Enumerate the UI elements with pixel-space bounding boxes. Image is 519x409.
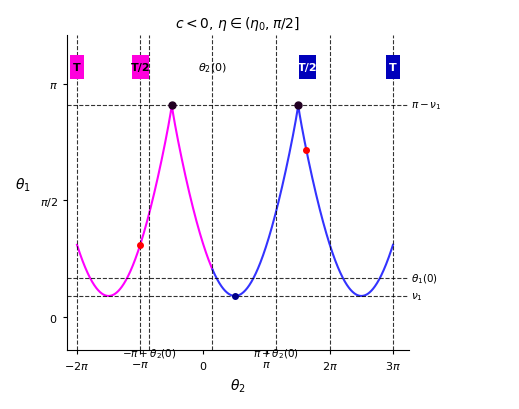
Text: T: T	[73, 63, 81, 73]
Text: $-\pi+\theta_2(0)$: $-\pi+\theta_2(0)$	[122, 346, 176, 360]
Text: T/2: T/2	[130, 63, 150, 73]
Text: $\pi+\theta_2(0)$: $\pi+\theta_2(0)$	[253, 346, 298, 360]
Text: T/2: T/2	[297, 63, 317, 73]
Y-axis label: $\theta_1$: $\theta_1$	[15, 176, 31, 193]
Bar	[299, 56, 316, 80]
Text: $\nu_1$: $\nu_1$	[411, 290, 422, 302]
Text: $\theta_1(0)$: $\theta_1(0)$	[411, 272, 438, 285]
Bar	[387, 56, 400, 80]
Text: $\pi-\nu_1$: $\pi-\nu_1$	[411, 100, 441, 112]
Bar	[71, 56, 84, 80]
Bar	[132, 56, 149, 80]
Text: $\theta_2(0)$: $\theta_2(0)$	[198, 61, 227, 75]
Title: $c < 0, \, \eta \in (\eta_0, \pi/2]$: $c < 0, \, \eta \in (\eta_0, \pi/2]$	[175, 15, 300, 33]
Text: T: T	[389, 63, 397, 73]
X-axis label: $\theta_2$: $\theta_2$	[230, 377, 245, 394]
